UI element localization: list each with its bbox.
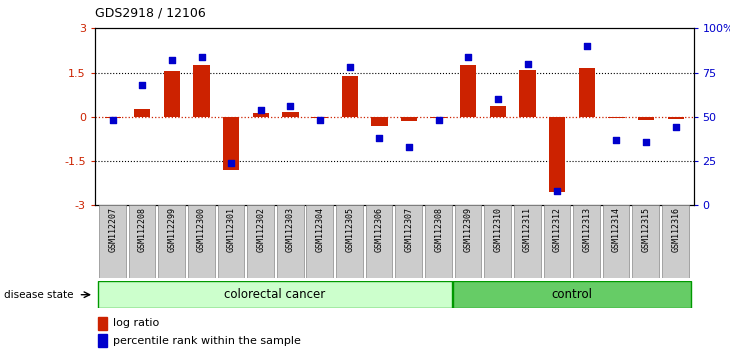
FancyBboxPatch shape [336, 205, 363, 278]
Point [107, 118, 118, 123]
Text: GSM112300: GSM112300 [197, 207, 206, 252]
Point [433, 118, 445, 123]
Text: GSM112314: GSM112314 [612, 207, 621, 252]
Text: control: control [551, 288, 593, 301]
Bar [608, 117, 625, 118]
FancyBboxPatch shape [247, 205, 274, 278]
Bar [134, 109, 150, 117]
Bar [253, 113, 269, 117]
FancyBboxPatch shape [632, 205, 659, 278]
Text: GSM112299: GSM112299 [167, 207, 177, 252]
FancyBboxPatch shape [425, 205, 452, 278]
Text: colorectal cancer: colorectal cancer [224, 288, 326, 301]
Point [640, 139, 652, 144]
Point [403, 144, 415, 150]
Text: GSM112315: GSM112315 [642, 207, 650, 252]
Text: GSM112208: GSM112208 [138, 207, 147, 252]
Point [285, 103, 296, 109]
Text: GSM112313: GSM112313 [583, 207, 591, 252]
FancyBboxPatch shape [307, 205, 333, 278]
FancyBboxPatch shape [218, 205, 245, 278]
Bar [342, 75, 358, 117]
FancyBboxPatch shape [662, 205, 689, 278]
Point [226, 160, 237, 166]
Point [255, 107, 266, 113]
Bar [667, 117, 684, 119]
Bar [98, 318, 107, 330]
FancyBboxPatch shape [98, 281, 452, 308]
Bar [638, 117, 654, 120]
Text: GSM112302: GSM112302 [256, 207, 265, 252]
FancyBboxPatch shape [396, 205, 422, 278]
Point [522, 61, 534, 67]
Point [344, 64, 356, 70]
Text: GSM112308: GSM112308 [434, 207, 443, 252]
FancyBboxPatch shape [158, 205, 185, 278]
Text: GSM112310: GSM112310 [493, 207, 502, 252]
Bar [312, 117, 328, 118]
FancyBboxPatch shape [484, 205, 511, 278]
Text: log ratio: log ratio [113, 319, 160, 329]
Text: percentile rank within the sample: percentile rank within the sample [113, 336, 301, 346]
Bar [401, 117, 417, 121]
Text: GSM112305: GSM112305 [345, 207, 354, 252]
Text: GSM112309: GSM112309 [464, 207, 473, 252]
Text: GSM112306: GSM112306 [375, 207, 384, 252]
Text: GSM112304: GSM112304 [315, 207, 325, 252]
Bar [579, 68, 595, 117]
Text: GSM112312: GSM112312 [553, 207, 561, 252]
Point [670, 125, 682, 130]
FancyBboxPatch shape [128, 205, 155, 278]
Text: GDS2918 / 12106: GDS2918 / 12106 [95, 6, 206, 19]
FancyBboxPatch shape [544, 205, 570, 278]
Text: disease state: disease state [4, 290, 73, 299]
Bar [223, 117, 239, 170]
Bar [460, 65, 477, 117]
Bar [98, 335, 107, 347]
Text: GSM112311: GSM112311 [523, 207, 532, 252]
Bar [549, 117, 565, 192]
Point [315, 118, 326, 123]
Point [137, 82, 148, 88]
Point [166, 57, 178, 63]
Text: GSM112207: GSM112207 [108, 207, 118, 252]
Text: GSM112316: GSM112316 [671, 207, 680, 252]
Point [610, 137, 622, 143]
Point [196, 54, 207, 59]
FancyBboxPatch shape [188, 205, 215, 278]
FancyBboxPatch shape [99, 205, 126, 278]
Bar [431, 117, 447, 118]
Point [374, 135, 385, 141]
Point [462, 54, 474, 59]
Bar [520, 70, 536, 117]
FancyBboxPatch shape [366, 205, 393, 278]
Text: GSM112301: GSM112301 [227, 207, 236, 252]
FancyBboxPatch shape [573, 205, 600, 278]
Bar [164, 71, 180, 117]
FancyBboxPatch shape [603, 205, 629, 278]
Bar [372, 117, 388, 126]
Bar [283, 113, 299, 117]
Point [551, 188, 563, 194]
FancyBboxPatch shape [277, 205, 304, 278]
Bar [193, 65, 210, 117]
FancyBboxPatch shape [455, 205, 481, 278]
FancyBboxPatch shape [514, 205, 541, 278]
Point [581, 43, 593, 49]
FancyBboxPatch shape [453, 281, 691, 308]
Point [492, 96, 504, 102]
Text: GSM112303: GSM112303 [286, 207, 295, 252]
Bar [104, 117, 121, 118]
Text: GSM112307: GSM112307 [404, 207, 413, 252]
Bar [490, 107, 506, 117]
